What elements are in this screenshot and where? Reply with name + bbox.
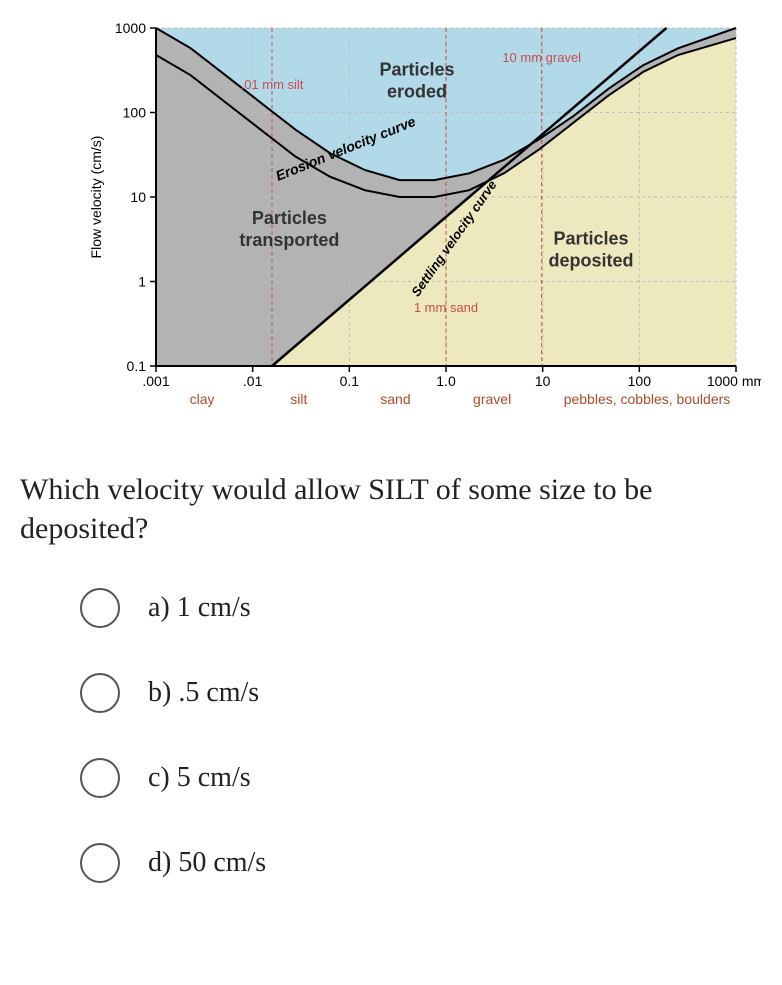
radio-icon xyxy=(80,673,120,713)
svg-text:Particles: Particles xyxy=(553,228,628,248)
chart-svg: .001 .01 0.1 1.0 10 100 1000 mm clay silt sand gra… xyxy=(41,20,761,430)
svg-text:1000: 1000 xyxy=(115,20,146,36)
question-text: Which velocity would allow SILT of some … xyxy=(20,470,762,548)
svg-text:silt: silt xyxy=(290,391,307,407)
svg-text:.01 mm silt: .01 mm silt xyxy=(241,77,304,92)
svg-text:deposited: deposited xyxy=(548,250,633,270)
svg-text:1: 1 xyxy=(138,274,146,290)
option-label: b) .5 cm/s xyxy=(148,677,259,709)
svg-text:10 mm gravel: 10 mm gravel xyxy=(502,50,581,65)
options-list: a) 1 cm/s b) .5 cm/s c) 5 cm/s d) 50 cm/… xyxy=(80,588,762,883)
svg-text:1000 mm: 1000 mm xyxy=(707,373,761,389)
option-label: c) 5 cm/s xyxy=(148,762,251,794)
svg-text:pebbles, cobbles, boulders: pebbles, cobbles, boulders xyxy=(564,391,731,407)
svg-text:transported: transported xyxy=(239,230,339,250)
svg-text:.001: .001 xyxy=(142,373,169,389)
svg-text:clay: clay xyxy=(190,391,215,407)
option-d[interactable]: d) 50 cm/s xyxy=(80,843,762,883)
svg-text:0.1: 0.1 xyxy=(340,373,360,389)
option-label: d) 50 cm/s xyxy=(148,847,266,879)
svg-text:.01: .01 xyxy=(243,373,263,389)
option-a[interactable]: a) 1 cm/s xyxy=(80,588,762,628)
svg-text:0.1: 0.1 xyxy=(127,358,147,374)
option-b[interactable]: b) .5 cm/s xyxy=(80,673,762,713)
svg-text:10: 10 xyxy=(535,373,551,389)
radio-icon xyxy=(80,758,120,798)
svg-text:gravel: gravel xyxy=(473,391,511,407)
svg-text:Particles: Particles xyxy=(379,59,454,79)
svg-text:eroded: eroded xyxy=(387,81,447,101)
radio-icon xyxy=(80,843,120,883)
svg-text:100: 100 xyxy=(123,105,147,121)
svg-text:sand: sand xyxy=(380,391,410,407)
svg-text:Particles: Particles xyxy=(252,208,327,228)
svg-text:1 mm sand: 1 mm sand xyxy=(414,300,478,315)
radio-icon xyxy=(80,588,120,628)
svg-text:100: 100 xyxy=(628,373,652,389)
svg-text:Flow velocity (cm/s): Flow velocity (cm/s) xyxy=(88,136,104,259)
svg-text:10: 10 xyxy=(130,189,146,205)
hjulstrom-chart: .001.010.11.0101001000 mmclaysiltsandgra… xyxy=(41,20,741,430)
option-label: a) 1 cm/s xyxy=(148,592,251,624)
option-c[interactable]: c) 5 cm/s xyxy=(80,758,762,798)
svg-text:1.0: 1.0 xyxy=(436,373,456,389)
